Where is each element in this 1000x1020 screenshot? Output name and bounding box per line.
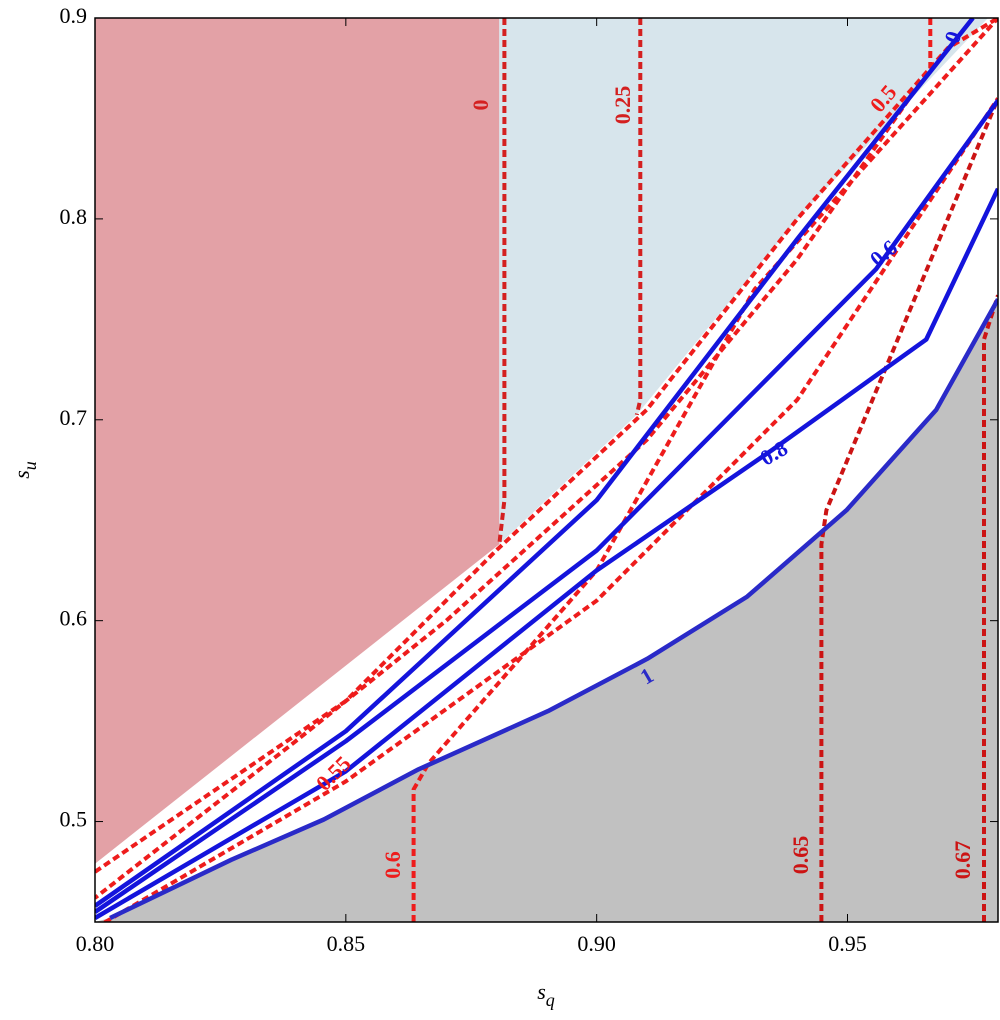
contour-line [95, 187, 998, 920]
plot-frame [94, 17, 999, 923]
contour-label: 0.25 [610, 86, 635, 125]
y-axis-label: su [9, 461, 40, 479]
contour-line [101, 97, 998, 922]
contour-label: 0.67 [950, 841, 975, 880]
contour-line [95, 18, 975, 908]
contour-label: 0 [468, 100, 493, 111]
region [95, 299, 998, 922]
plot-area [95, 18, 998, 922]
contour-label: 0.65 [788, 836, 813, 875]
contour-line [95, 99, 998, 914]
x-tick-label: 0.90 [577, 931, 616, 956]
y-tick-label: 0.9 [60, 3, 88, 28]
x-label-main: s [537, 979, 546, 1004]
y-tick-label: 0.8 [60, 204, 88, 229]
x-axis-label: sq [537, 979, 555, 1010]
contour-label: 0.6 [380, 851, 405, 879]
contour-line [411, 18, 998, 922]
contour-line [109, 298, 998, 921]
region [499, 18, 988, 545]
x-label-sub: q [546, 990, 555, 1010]
y-label-sub: u [20, 461, 40, 470]
contour-line [819, 97, 998, 922]
contour-line [497, 18, 507, 545]
x-tick-label: 0.80 [76, 931, 115, 956]
y-label-main: s [9, 470, 34, 479]
contour-line [634, 18, 643, 416]
y-tick-label: 0.7 [60, 405, 88, 430]
region [95, 18, 500, 864]
x-tick-label: 0.95 [828, 931, 867, 956]
y-tick-label: 0.6 [60, 606, 88, 631]
y-tick-label: 0.5 [60, 807, 88, 832]
x-tick-label: 0.85 [327, 931, 366, 956]
